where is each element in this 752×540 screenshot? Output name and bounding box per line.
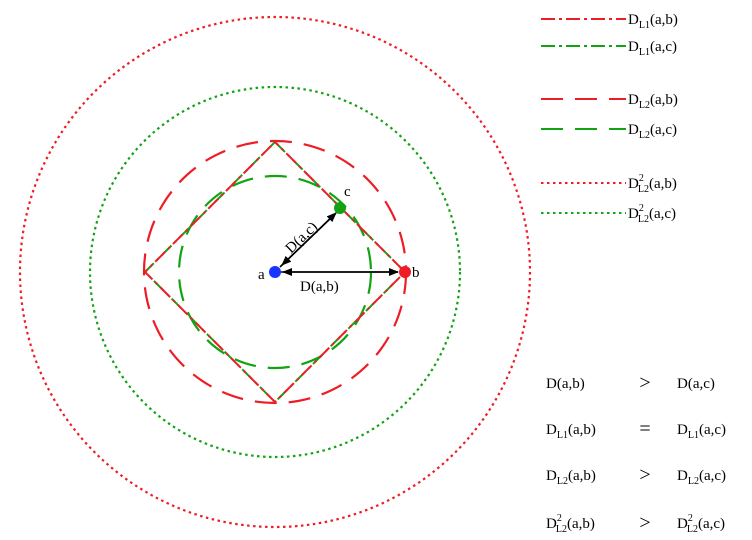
relation-left-3: DL2(a,b): [546, 468, 596, 487]
legend-label-l1-ac: DL1(a,c): [628, 39, 677, 58]
legend-label-l2sq-ab: D2 L2(a,b): [628, 173, 677, 195]
relation-left-4: D2 L2(a,b): [546, 513, 595, 535]
relation-left-2: DL1(a,b): [546, 422, 596, 441]
l1-ac-diamond: [143, 140, 407, 404]
relation-left-1: D(a,b): [546, 376, 585, 392]
point-c: [334, 202, 346, 214]
legend-label-l2sq-ac: D2 L2(a,c): [628, 203, 676, 225]
point-b-label: b: [412, 265, 420, 281]
legend-label-l2-ab: DL2(a,b): [628, 92, 678, 111]
relation-operator-1: >: [639, 372, 650, 394]
relation-right-4: D2 L2(a,c): [677, 513, 725, 535]
l2-squared-ab-circle: [18, 15, 532, 529]
relation-right-3: DL2(a,c): [677, 468, 726, 487]
vector-c-to-a: [281, 212, 337, 266]
point-c-label: c: [344, 184, 351, 200]
legend-label-l1-ab: DL1(a,b): [628, 12, 678, 31]
legend: DL1(a,b) DL1(a,c) DL2(a,b) DL2(a,c) D2 L2(a,b…: [541, 12, 678, 225]
relation-operator-3: >: [639, 464, 650, 486]
l2-squared-ac-circle: [88, 85, 462, 459]
relations-panel: D(a,b) > D(a,c) DL1(a,b) = DL1(a,c) DL2(a,b) > D…: [546, 372, 726, 535]
vector-ac-label: D(a,c): [283, 219, 321, 257]
relation-right-2: DL1(a,c): [677, 422, 726, 441]
relation-operator-2: =: [639, 418, 650, 440]
l1-ab-diamond: [143, 140, 407, 404]
vector-ab-label: D(a,b): [300, 279, 339, 295]
relation-operator-4: >: [639, 512, 650, 534]
legend-label-l2-ac: DL2(a,c): [628, 122, 677, 141]
point-b: [399, 266, 411, 278]
point-a-label: a: [258, 267, 265, 283]
point-a: [269, 266, 281, 278]
relation-right-1: D(a,c): [677, 376, 715, 392]
